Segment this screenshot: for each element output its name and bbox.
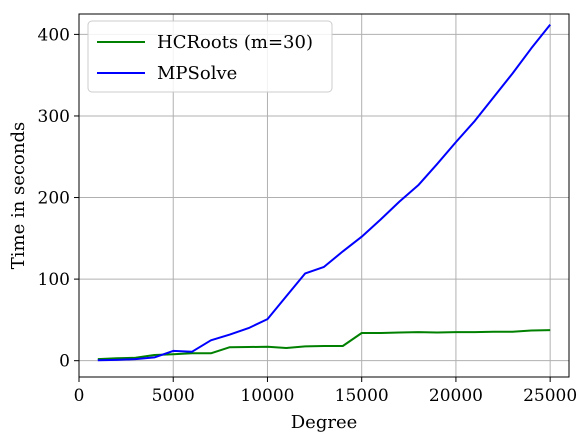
x-axis-ticks: 0 5000 10000 15000 20000 25000 (74, 377, 577, 406)
plot-frame (78, 13, 570, 378)
x-tick-label: 25000 (523, 386, 577, 406)
x-tick-label: 15000 (335, 386, 389, 406)
y-axis-ticks: 0 100 200 300 400 (38, 25, 79, 372)
x-tick-label: 10000 (240, 386, 294, 406)
x-tick-label: 20000 (429, 386, 483, 406)
x-tick-label: 0 (74, 386, 85, 406)
x-tick-label: 5000 (152, 386, 195, 406)
legend-box (87, 20, 333, 93)
y-tick-label: 0 (59, 352, 70, 372)
y-axis-label: Time in seconds (8, 122, 29, 269)
legend-label-1: MPSolve (157, 63, 237, 84)
legend: HCRoots (m=30) MPSolve (87, 20, 333, 93)
y-tick-label: 300 (38, 107, 70, 127)
series-line-0 (97, 329, 551, 361)
legend-label-0: HCRoots (m=30) (157, 32, 313, 53)
series-lines (97, 23, 551, 362)
series-line-1 (97, 23, 551, 362)
y-tick-label: 400 (38, 25, 70, 45)
y-tick-label: 200 (38, 189, 70, 209)
y-tick-label: 100 (38, 270, 70, 290)
x-axis-label: Degree (291, 412, 358, 433)
